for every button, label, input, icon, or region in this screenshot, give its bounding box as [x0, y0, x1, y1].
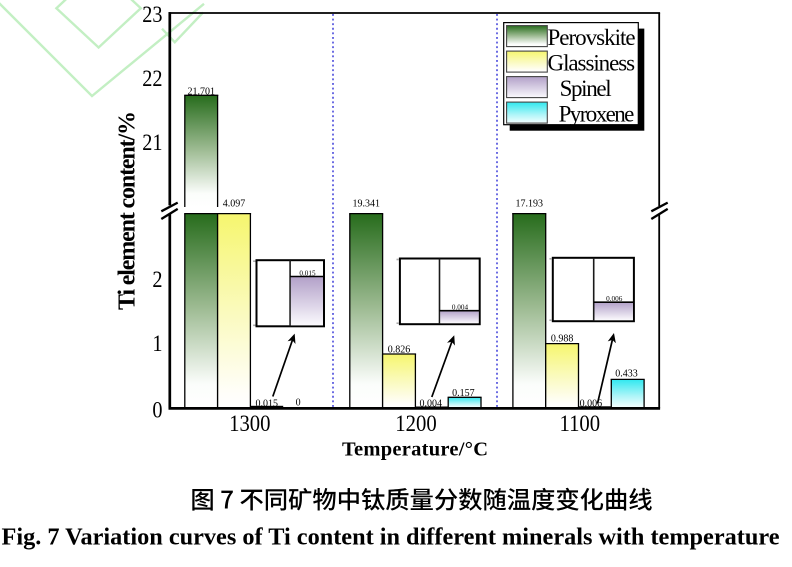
svg-text:4.097: 4.097	[223, 199, 246, 210]
svg-text:Temperature/°C: Temperature/°C	[342, 438, 488, 460]
svg-text:0.006: 0.006	[580, 399, 603, 410]
svg-text:0.826: 0.826	[388, 345, 411, 356]
svg-text:0.433: 0.433	[615, 369, 638, 380]
svg-text:22: 22	[142, 66, 162, 91]
svg-text:1200: 1200	[395, 411, 436, 436]
svg-text:Pyroxene: Pyroxene	[559, 101, 635, 126]
svg-text:0.988: 0.988	[551, 333, 574, 344]
svg-text:23: 23	[142, 2, 162, 27]
svg-text:1: 1	[152, 331, 162, 356]
svg-text:Glassiness: Glassiness	[548, 50, 636, 75]
svg-text:17.193: 17.193	[516, 199, 544, 210]
svg-text:0.015: 0.015	[256, 398, 279, 409]
svg-text:Perovskite: Perovskite	[548, 25, 636, 50]
svg-text:Ti element content/%: Ti element content/%	[114, 111, 140, 310]
svg-text:Spinel: Spinel	[560, 76, 612, 101]
svg-text:21.701: 21.701	[187, 87, 215, 98]
svg-text:Fig. 7 Variation curves of Ti: Fig. 7 Variation curves of Ti content in…	[2, 523, 780, 550]
svg-text:1300: 1300	[229, 411, 270, 436]
svg-text:0.157: 0.157	[452, 388, 475, 399]
svg-text:21: 21	[142, 130, 162, 155]
svg-text:0.004: 0.004	[452, 304, 469, 312]
svg-text:1100: 1100	[559, 411, 600, 436]
svg-text:0.004: 0.004	[420, 399, 443, 410]
svg-text:0: 0	[296, 398, 301, 409]
svg-text:2: 2	[152, 267, 162, 292]
svg-text:0.006: 0.006	[606, 295, 623, 303]
svg-text:0: 0	[152, 397, 162, 422]
svg-text:19.341: 19.341	[352, 199, 380, 210]
svg-text:0.015: 0.015	[299, 269, 316, 277]
